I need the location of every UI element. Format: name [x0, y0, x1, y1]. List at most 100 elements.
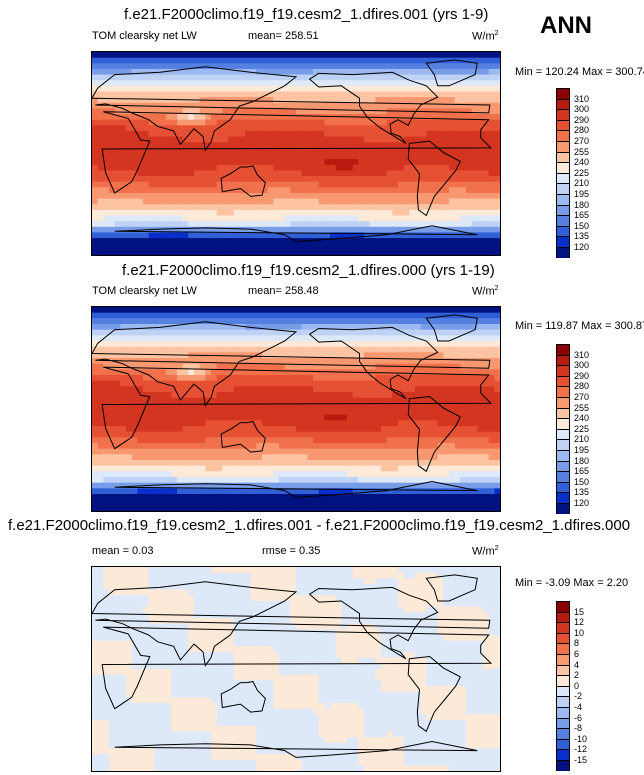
- field-cell: [245, 454, 252, 461]
- field-cell: [273, 471, 280, 478]
- field-cell: [233, 142, 240, 149]
- field-cell: [97, 471, 104, 478]
- field-cell: [290, 97, 297, 104]
- field-cell: [143, 153, 150, 160]
- field-cell: [301, 52, 308, 59]
- field-cell: [477, 114, 484, 121]
- field-cell: [233, 358, 240, 365]
- field-cell: [364, 307, 371, 314]
- field-cell: [228, 198, 235, 205]
- field-cell: [330, 164, 337, 172]
- field-cell: [273, 420, 280, 427]
- field-cell: [341, 221, 348, 228]
- field-cell: [188, 369, 195, 376]
- field-cell: [131, 448, 138, 455]
- panel1-map: [91, 51, 501, 256]
- field-cell: [290, 91, 297, 98]
- field-cell: [267, 102, 274, 109]
- field-cell: [216, 420, 223, 427]
- field-cell: [454, 375, 461, 382]
- field-cell: [352, 238, 359, 245]
- field-cell: [92, 85, 99, 93]
- field-cell: [330, 460, 337, 467]
- field-cell: [273, 192, 280, 200]
- field-cell: [194, 170, 201, 177]
- field-cell: [239, 119, 246, 126]
- field-cell: [313, 221, 320, 228]
- field-cell: [369, 52, 376, 59]
- field-cell: [284, 409, 291, 416]
- field-cell: [92, 488, 99, 495]
- field-cell: [488, 85, 495, 93]
- field-cell: [267, 91, 274, 98]
- field-cell: [324, 198, 331, 205]
- field-cell: [177, 397, 184, 404]
- field-cell: [443, 375, 450, 382]
- field-cell: [324, 232, 331, 239]
- field-cell: [307, 142, 314, 149]
- field-cell: [301, 192, 308, 200]
- field-cell: [250, 392, 257, 399]
- field-cell: [432, 119, 439, 126]
- field-cell: [375, 443, 382, 450]
- colorbar-tick-label: 150: [574, 220, 590, 231]
- field-cell: [273, 125, 280, 132]
- field-cell: [233, 181, 240, 188]
- field-cell: [228, 226, 235, 234]
- field-cell: [477, 307, 484, 314]
- field-cell: [245, 204, 252, 211]
- field-cell: [330, 181, 337, 188]
- field-cell: [205, 170, 212, 177]
- field-cell: [369, 335, 376, 342]
- field-cell: [188, 420, 195, 427]
- field-cell: [245, 414, 252, 421]
- field-cell: [211, 153, 218, 160]
- field-cell: [398, 209, 405, 217]
- field-cell: [352, 352, 359, 359]
- field-cell: [262, 130, 269, 138]
- field-cell: [375, 386, 382, 393]
- field-cell: [143, 369, 150, 376]
- field-cell: [245, 329, 252, 336]
- field-cell: [103, 97, 110, 104]
- field-cell: [330, 414, 337, 421]
- field-cell: [392, 114, 399, 121]
- field-cell: [494, 130, 500, 138]
- field-cell: [347, 147, 354, 155]
- field-cell: [392, 426, 399, 433]
- field-cell: [324, 386, 331, 393]
- field-cell: [403, 119, 410, 126]
- field-cell: [245, 181, 252, 188]
- field-cell: [228, 80, 235, 87]
- field-cell: [284, 375, 291, 382]
- field-cell: [341, 324, 348, 331]
- field-cell: [103, 324, 110, 331]
- field-cell: [466, 221, 473, 228]
- field-cell: [239, 159, 246, 166]
- field-cell: [228, 142, 235, 149]
- field-cell: [137, 346, 144, 353]
- field-cell: [449, 114, 456, 121]
- field-cell: [375, 80, 382, 87]
- field-cell: [262, 153, 269, 160]
- field-cell: [165, 68, 172, 76]
- field-cell: [171, 329, 178, 336]
- field-cell: [369, 471, 376, 478]
- field-cell: [131, 238, 138, 245]
- field-cell: [222, 192, 229, 200]
- field-cell: [318, 226, 325, 234]
- field-cell: [432, 238, 439, 245]
- field-cell: [449, 68, 456, 76]
- field-cell: [126, 97, 133, 104]
- field-cell: [477, 312, 484, 319]
- field-cell: [301, 147, 308, 155]
- field-cell: [290, 80, 297, 87]
- field-cell: [466, 426, 473, 433]
- field-cell: [443, 153, 450, 160]
- field-cell: [335, 409, 342, 416]
- field-cell: [471, 318, 478, 325]
- field-cell: [97, 130, 104, 138]
- field-cell: [369, 204, 376, 211]
- field-cell: [290, 243, 297, 250]
- field-cell: [97, 409, 104, 416]
